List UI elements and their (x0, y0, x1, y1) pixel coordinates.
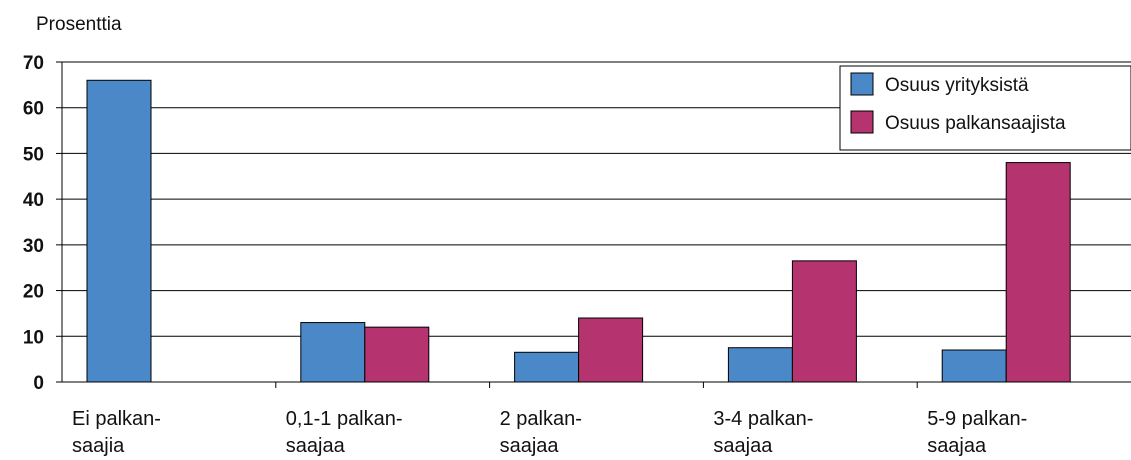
x-tick-label: 3-4 palkan- (713, 408, 813, 430)
y-tick-labels: 0 10 20 30 40 50 60 70 (23, 53, 44, 394)
x-tick-labels: Ei palkan-saajia 0,1-1 palkan-saajaa 2 pal… (72, 408, 1027, 457)
x-tick-label: 5-9 palkan- (927, 408, 1027, 430)
y-tick-label: 60 (23, 99, 44, 120)
bar (727, 347, 793, 383)
legend-label: Osuus palkansaajista (885, 113, 1066, 134)
bar (791, 260, 857, 383)
y-tick-label: 30 (23, 236, 44, 257)
x-tick-label: saajaa (500, 435, 560, 457)
y-tick-label: 20 (23, 282, 44, 303)
x-tick-label: saajaa (286, 435, 346, 457)
y-tick-label: 0 (33, 373, 44, 394)
x-tick-label: saajaa (927, 435, 987, 457)
x-tick-label: 2 palkan- (500, 408, 582, 430)
legend-box (839, 65, 1131, 151)
legend-label: Osuus yrityksistä (885, 75, 1029, 96)
bars (86, 79, 1071, 383)
legend-swatch (850, 72, 874, 96)
y-tick-label: 10 (23, 327, 44, 348)
bar (364, 326, 430, 383)
x-tick-label: 0,1-1 palkan- (286, 408, 403, 430)
bar (578, 317, 644, 383)
x-tick-label: saajia (72, 435, 125, 457)
legend: Osuus yrityksistä Osuus palkansaajista (839, 65, 1131, 151)
gridlines (56, 61, 1131, 383)
bar (300, 322, 366, 383)
bar (514, 351, 580, 383)
x-tick-label: saajaa (713, 435, 773, 457)
bar (1005, 162, 1071, 383)
y-tick-label: 50 (23, 144, 44, 165)
bar (941, 349, 1007, 383)
legend-swatch (850, 110, 874, 134)
bar (86, 79, 152, 383)
y-tick-label: 70 (23, 53, 44, 74)
y-axis-title: Prosenttia (36, 14, 122, 35)
y-tick-label: 40 (23, 190, 44, 211)
x-tick-label: Ei palkan- (72, 408, 161, 430)
